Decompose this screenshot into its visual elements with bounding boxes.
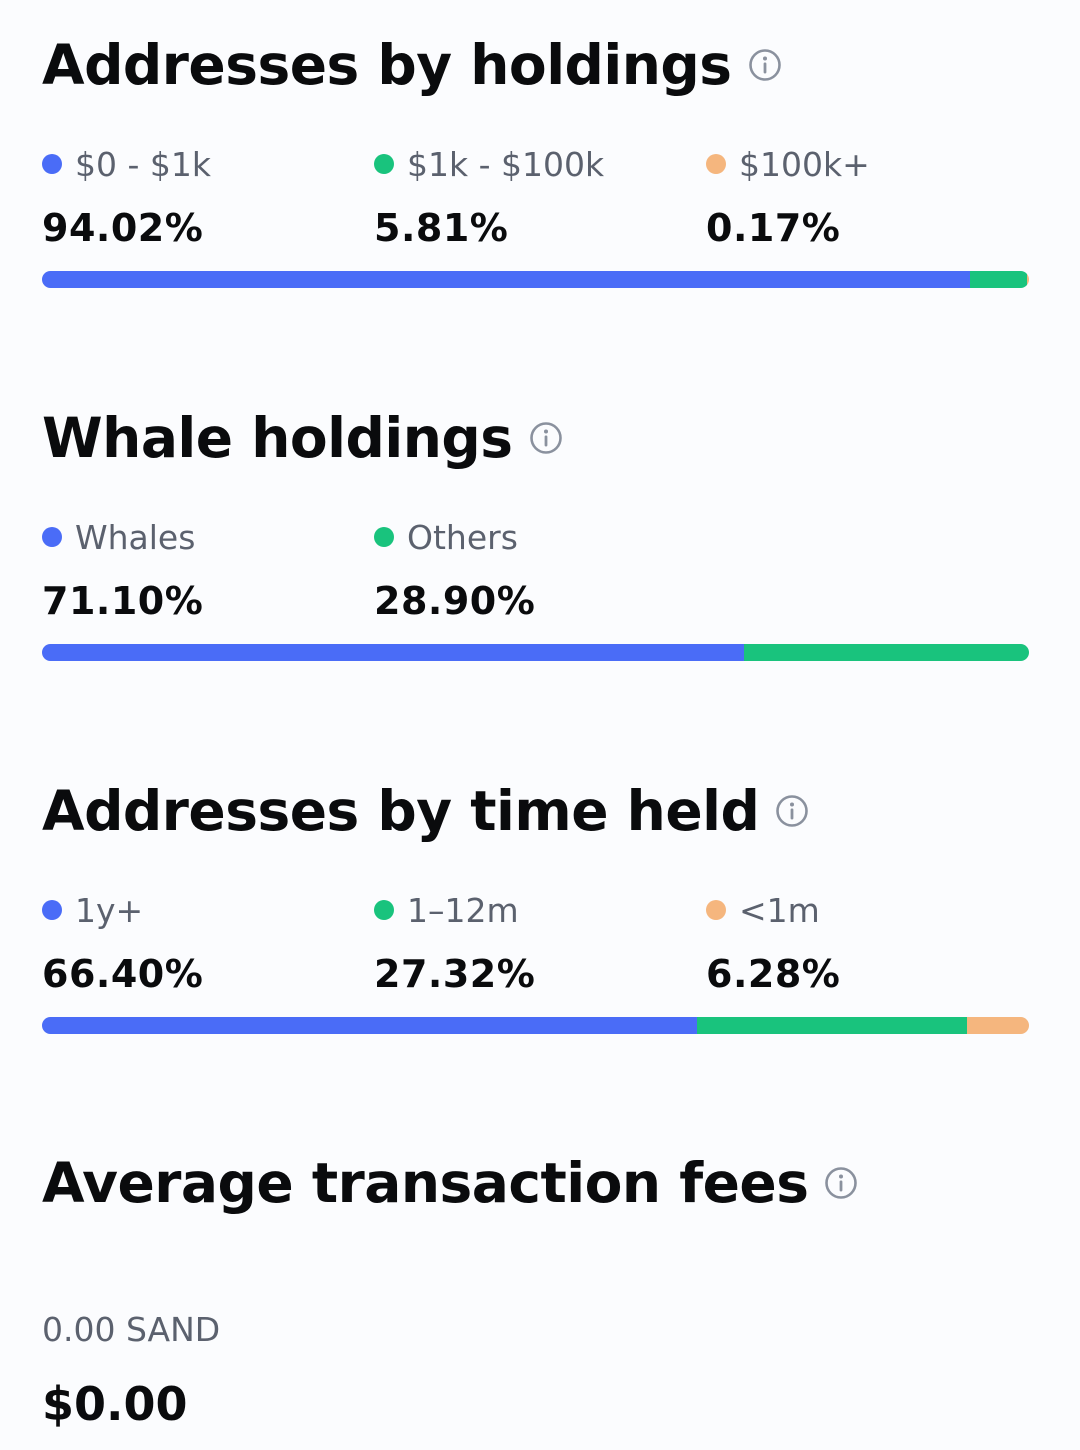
legend-value: 0.17% xyxy=(706,206,841,250)
section-title: Average transaction fees xyxy=(42,1151,809,1215)
legend-value: 5.81% xyxy=(374,206,509,250)
section-title: Addresses by holdings xyxy=(42,33,732,97)
legend-item-low: $0 - $1k 94.02% xyxy=(42,144,211,250)
holdings-section: Addresses by holdings $0 - $1k 94.02% $1… xyxy=(42,34,1029,288)
fee-token-amount: 0.00 SAND xyxy=(42,1310,221,1349)
bar-segment xyxy=(42,1017,698,1034)
blue-dot-icon xyxy=(42,527,62,547)
legend-label: 1–12m xyxy=(407,890,519,930)
green-dot-icon xyxy=(374,900,394,920)
whale-holdings-section: Whale holdings Whales 71.10% Others 28.9… xyxy=(42,407,1029,661)
legend-item-others: Others 28.90% xyxy=(374,517,535,623)
legend-label: Others xyxy=(407,517,518,557)
info-icon[interactable] xyxy=(824,1166,858,1200)
blue-dot-icon xyxy=(42,154,62,174)
orange-dot-icon xyxy=(706,900,726,920)
legend: 1y+ 66.40% 1–12m 27.32% <1m 6.28% xyxy=(42,890,1029,1000)
green-dot-icon xyxy=(374,527,394,547)
legend-item-high: $100k+ 0.17% xyxy=(706,144,870,250)
legend: Whales 71.10% Others 28.90% xyxy=(42,517,1029,627)
legend-item-whales: Whales 71.10% xyxy=(42,517,203,623)
bar-segment xyxy=(743,644,1029,661)
section-header: Average transaction fees xyxy=(42,1152,1029,1214)
legend-value: 27.32% xyxy=(374,952,536,996)
bar-segment xyxy=(969,271,1028,288)
legend-label: $1k - $100k xyxy=(407,144,605,184)
legend-value: 71.10% xyxy=(42,579,204,623)
distribution-bar xyxy=(42,271,1029,288)
legend-item-1y-plus: 1y+ 66.40% xyxy=(42,890,203,996)
legend-value: 66.40% xyxy=(42,952,204,996)
bar-segment xyxy=(1027,271,1029,288)
legend-label: 1y+ xyxy=(75,890,144,930)
legend: $0 - $1k 94.02% $1k - $100k 5.81% $100k+… xyxy=(42,144,1029,254)
green-dot-icon xyxy=(374,154,394,174)
distribution-bar xyxy=(42,644,1029,661)
legend-label: Whales xyxy=(75,517,196,557)
legend-label: $0 - $1k xyxy=(75,144,211,184)
legend-value: 94.02% xyxy=(42,206,204,250)
legend-label: $100k+ xyxy=(739,144,870,184)
orange-dot-icon xyxy=(706,154,726,174)
legend-value: 28.90% xyxy=(374,579,536,623)
legend-label: <1m xyxy=(739,890,820,930)
legend-value: 6.28% xyxy=(706,952,841,996)
bar-segment xyxy=(42,271,970,288)
section-title: Whale holdings xyxy=(42,406,513,470)
distribution-bar xyxy=(42,1017,1029,1034)
blue-dot-icon xyxy=(42,900,62,920)
fee-usd-amount: $0.00 xyxy=(42,1377,188,1431)
section-header: Addresses by holdings xyxy=(42,34,1029,96)
transaction-fees-section: Average transaction fees 0.00 SAND $0.00 xyxy=(42,1152,1029,1431)
info-icon[interactable] xyxy=(775,794,809,828)
bar-segment xyxy=(697,1017,967,1034)
section-title: Addresses by time held xyxy=(42,779,760,843)
legend-item-mid: $1k - $100k 5.81% xyxy=(374,144,604,250)
time-held-section: Addresses by time held 1y+ 66.40% 1–12m … xyxy=(42,780,1029,1034)
info-icon[interactable] xyxy=(529,421,563,455)
section-header: Addresses by time held xyxy=(42,780,1029,842)
info-icon[interactable] xyxy=(748,48,782,82)
legend-item-under-1m: <1m 6.28% xyxy=(706,890,840,996)
section-header: Whale holdings xyxy=(42,407,1029,469)
legend-item-1-12m: 1–12m 27.32% xyxy=(374,890,535,996)
bar-segment xyxy=(42,644,744,661)
bar-segment xyxy=(967,1017,1029,1034)
